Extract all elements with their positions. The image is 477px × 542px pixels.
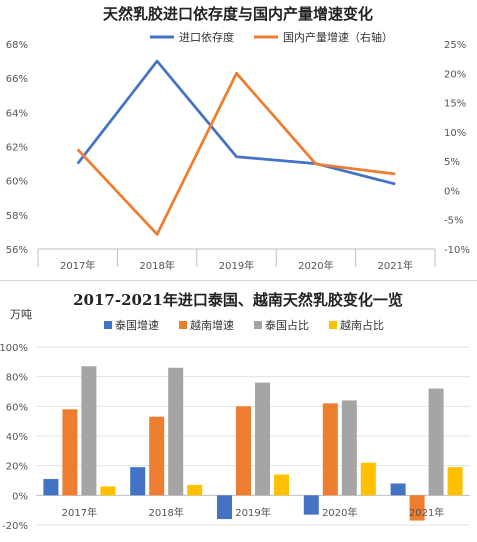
chart2-bar [149,416,165,496]
chart1-x-tick-label: 2018年 [139,259,174,272]
chart1-yright-tick: 20% [444,69,466,80]
chart2-legend-label-2: 越南增速 [190,318,234,332]
chart1-yleft-tick: 60% [6,177,28,188]
chart1-x-tick-label: 2019年 [219,259,254,272]
chart2-bar [303,495,319,515]
chart1-yleft-tick: 68% [6,40,28,51]
chart1-yright-tick: 0% [444,186,460,197]
chart2-x-tick-label: 2018年 [148,506,183,519]
chart2-y-tick: 80% [6,373,28,384]
chart1-yleft-tick: 66% [6,74,28,85]
chart2-bar [236,406,251,496]
chart2-bar [168,367,184,496]
chart2-bar [43,479,59,496]
chart-divider [0,280,477,281]
chart2-x-tick-label: 2017年 [62,506,97,519]
chart2-y-tick: 40% [6,432,28,443]
chart1-yright-tick: -10% [444,245,470,256]
chart2-bar [100,486,116,496]
chart1-yright-tick: 10% [444,128,466,139]
chart2-legend-swatch-3 [254,321,262,329]
chart2-legend-swatch-4 [329,321,337,329]
chart2-bar [428,388,444,496]
chart2-title: 2017-2021年进口泰国、越南天然乳胶变化一览 [73,291,403,309]
chart2-legend-label-4: 越南占比 [340,318,384,332]
chart2-legend-swatch-1 [104,321,112,329]
chart2-y-tick: 100% [0,343,28,354]
chart1-yleft-tick: 56% [6,245,28,256]
chart2-bar [81,366,97,496]
chart2-bar [255,382,270,496]
chart2-legend-label-1: 泰国增速 [115,318,159,332]
chart1-yright-tick: 5% [444,157,460,168]
chart2-bar [322,403,338,496]
chart1-series-line-1 [76,59,396,186]
chart2-x-tick-label: 2020年 [322,506,357,519]
chart1-yright-tick: 25% [444,40,466,51]
chart2-bar [447,467,463,496]
chart1-legend-label-2: 国内产量增速（右轴） [283,30,393,44]
chart2-bar [187,484,203,496]
chart2-x-tick-label: 2019年 [235,506,270,519]
chart1-legend-label-1: 进口依存度 [179,30,234,44]
chart2-y-tick: 20% [6,462,28,473]
chart2-bar [274,474,289,496]
chart2-bar [341,400,357,496]
chart2-bar [130,467,146,496]
chart2-y-tick: 0% [12,491,28,502]
chart1-x-tick-label: 2017年 [60,259,95,272]
chart2-legend-swatch-2 [179,321,187,329]
chart2-y-tick: 60% [6,402,28,413]
chart1-series-line-2 [76,71,396,236]
chart2-bar [360,462,376,496]
chart1-yleft-tick: 64% [6,108,28,119]
chart1-x-tick-label: 2020年 [298,259,333,272]
chart1-x-tick-label: 2021年 [378,259,413,272]
chart1-title: 天然乳胶进口依存度与国内产量增速变化 [103,5,373,23]
chart2-bar [217,495,232,520]
chart1-yright-tick: -5% [444,216,463,227]
chart1-yleft-tick: 62% [6,143,28,154]
chart2-y-tick: -20% [2,521,28,532]
chart2-unit-label: 万吨 [10,308,32,321]
chart2-legend-label-3: 泰国占比 [265,318,309,332]
chart2-bar [390,483,406,496]
chart1-yleft-tick: 58% [6,211,28,222]
chart2-bar [62,409,78,496]
chart2-x-tick-label: 2021年 [409,506,444,519]
chart1-yright-tick: 15% [444,99,466,110]
chart2-bar [409,495,425,521]
